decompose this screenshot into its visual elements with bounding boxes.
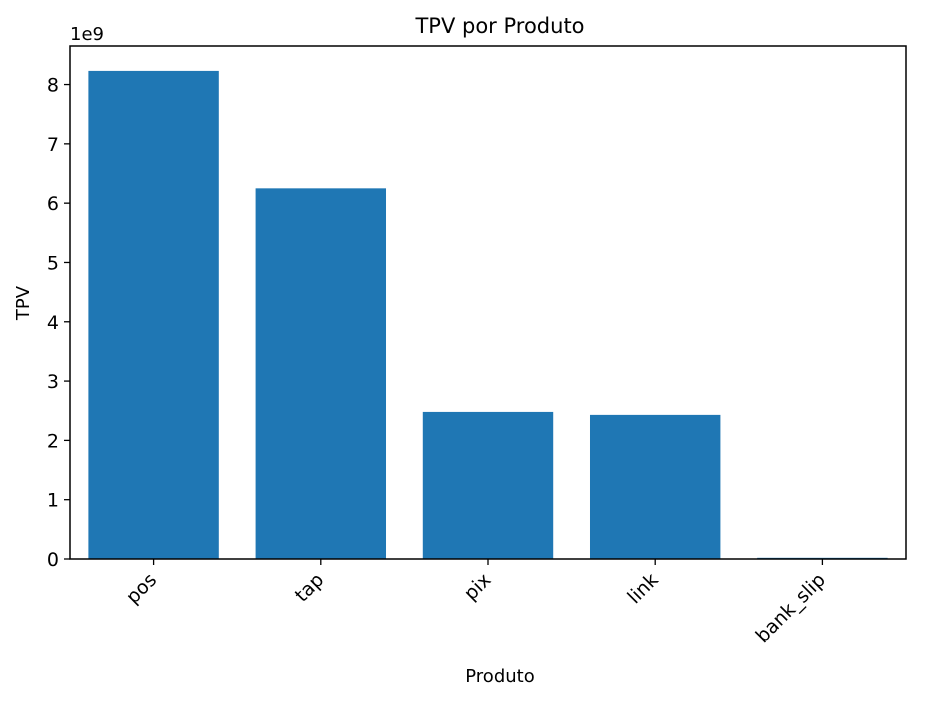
y-tick-label: 4 xyxy=(47,312,59,334)
y-tick-label: 6 xyxy=(47,193,59,215)
x-axis: pos tap pix link bank_slip xyxy=(122,559,830,647)
y-tick-label: 8 xyxy=(47,75,59,97)
bar-tap xyxy=(255,188,387,559)
x-tick-label-pos: pos xyxy=(122,569,161,608)
y-tick-label: 2 xyxy=(47,430,59,452)
y-tick-label: 1 xyxy=(47,490,59,512)
y-tick-label: 0 xyxy=(47,549,59,571)
plot-frame xyxy=(69,45,907,560)
x-tick-label-pix: pix xyxy=(460,569,496,605)
bar-pos xyxy=(88,70,219,560)
y-axis-label: TPV xyxy=(13,285,34,321)
x-axis-label: Produto xyxy=(465,666,534,687)
bar-link xyxy=(589,414,721,559)
y-axis: 0 1 2 3 4 5 6 7 8 xyxy=(47,75,70,571)
chart-title: TPV por Produto xyxy=(414,14,584,38)
y-tick-label: 5 xyxy=(47,252,59,274)
x-tick-label-tap: tap xyxy=(291,569,329,607)
bar-pix xyxy=(422,411,554,559)
y-tick-label: 7 xyxy=(47,134,59,156)
y-axis-offset-label: 1e9 xyxy=(70,24,104,45)
bars-group xyxy=(88,70,888,560)
x-tick-label-bank_slip: bank_slip xyxy=(752,569,830,647)
x-tick-label-link: link xyxy=(623,569,662,608)
y-tick-label: 3 xyxy=(47,371,59,393)
